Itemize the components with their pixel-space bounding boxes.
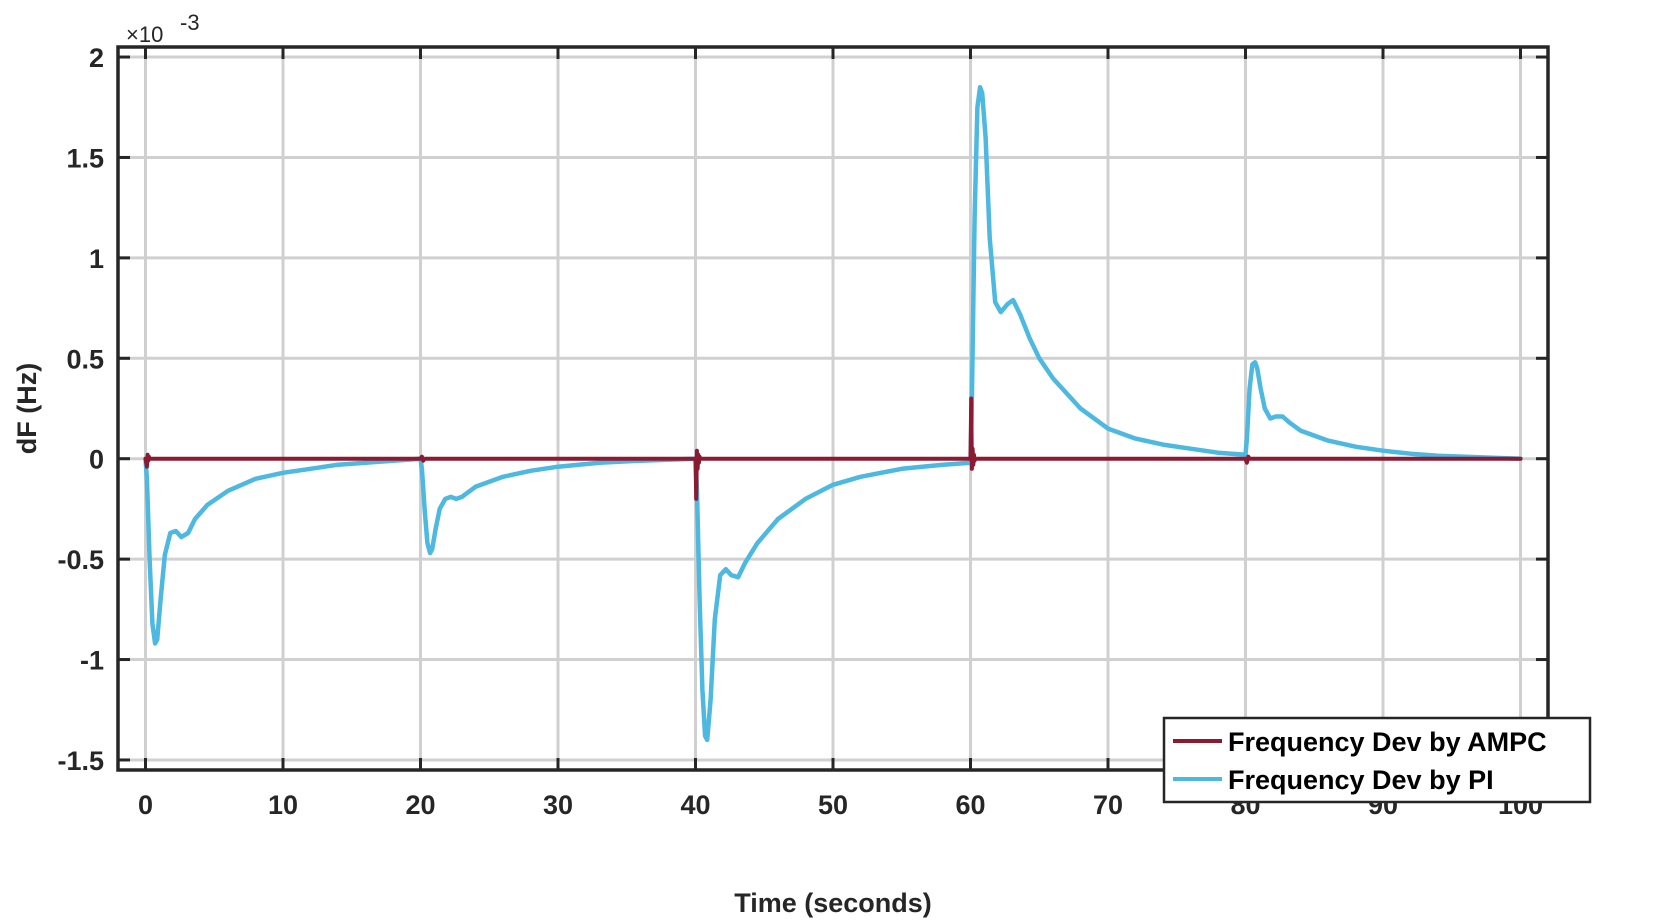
legend-box	[1162, 716, 1592, 804]
x-tick-label: 70	[1093, 790, 1123, 820]
y-tick-label: 0	[89, 445, 104, 475]
y-tick-label: -1	[80, 646, 104, 676]
x-tick-label: 50	[818, 790, 848, 820]
y-axis-label: dF (Hz)	[12, 363, 42, 454]
series-line-ampc	[143, 396, 1523, 501]
y-tick-label: 1	[89, 244, 104, 274]
y-multiplier-exponent: -3	[180, 10, 200, 35]
y-axis-multiplier: ×10 -3	[126, 10, 200, 47]
x-tick-label: 10	[268, 790, 298, 820]
legend: Frequency Dev by AMPC Frequency Dev by P…	[1162, 716, 1592, 804]
y-tick-label: -0.5	[57, 545, 104, 575]
y-tick-label: 2	[89, 43, 104, 73]
series-layer	[143, 84, 1523, 743]
y-multiplier-base: ×10	[126, 22, 163, 47]
x-tick-label: 20	[405, 790, 435, 820]
legend-label-ampc: Frequency Dev by AMPC	[1228, 727, 1547, 757]
x-tick-label: 60	[955, 790, 985, 820]
x-axis-label: Time (seconds)	[734, 888, 932, 918]
x-tick-label: 0	[138, 790, 153, 820]
y-tick-label: -1.5	[57, 746, 104, 776]
legend-label-pi: Frequency Dev by PI	[1228, 765, 1494, 795]
x-tick-label: 30	[543, 790, 573, 820]
y-tick-label: 1.5	[66, 143, 104, 173]
y-tick-label: 0.5	[66, 344, 104, 374]
x-tick-label: 40	[680, 790, 710, 820]
series-line-pi	[143, 84, 1523, 743]
